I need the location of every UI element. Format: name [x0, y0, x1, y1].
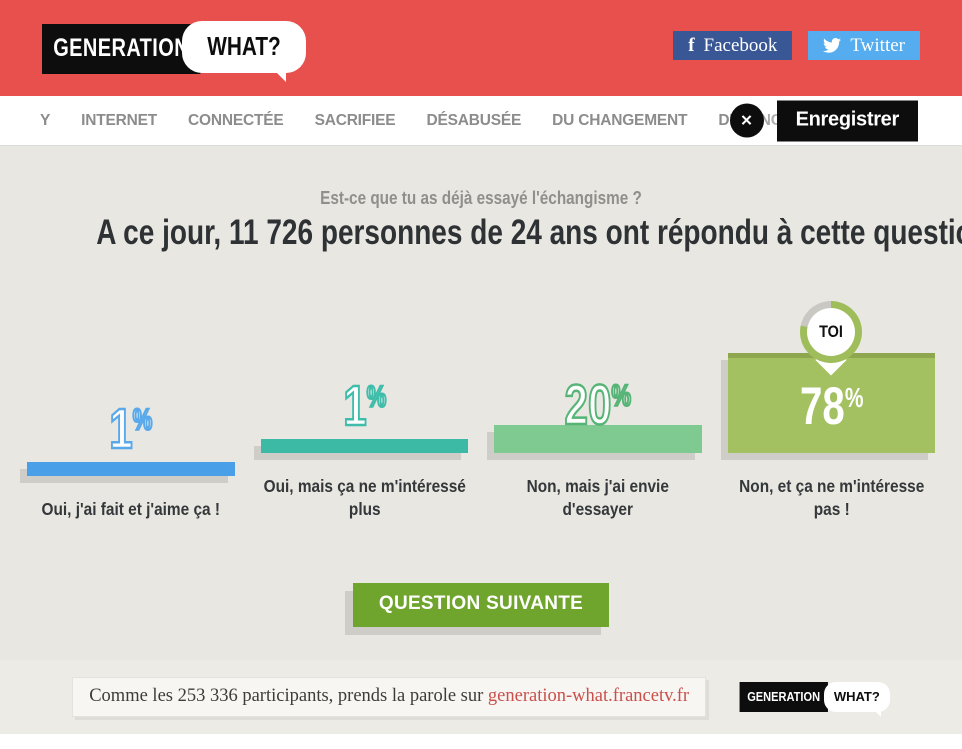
result-column-2: 1% Oui, mais ça ne m'intéressé plus — [260, 287, 468, 521]
next-question-button[interactable]: QUESTION SUIVANTE — [352, 582, 610, 627]
result-1-bar — [27, 461, 235, 476]
social-buttons: f Facebook Twitter — [673, 31, 920, 60]
logo-what-bubble: WHAT? — [182, 21, 306, 82]
results-section: Est-ce que tu as déjà essayé l'échangism… — [0, 146, 962, 660]
nav-item-du-changement[interactable]: DU CHANGEMENT — [552, 111, 688, 129]
footer-site-link[interactable]: generation-what.francetv.fr — [487, 686, 690, 706]
result-3-bar — [494, 425, 702, 453]
result-3-viz: 20% — [494, 287, 702, 453]
nav-item-internet[interactable]: INTERNET — [81, 111, 158, 129]
close-icon[interactable]: ✕ — [729, 103, 764, 138]
generation-nav-bar: Y INTERNET CONNECTÉE SACRIFIEE DÉSABUSÉE… — [0, 96, 962, 146]
result-2-bar — [260, 439, 468, 453]
footer-logo-what-text: WHAT? — [823, 682, 890, 717]
results-chart: 1% Oui, j'ai fait et j'aime ça ! 1% Oui,… — [0, 287, 962, 521]
footer-logo-generation-text: GENERATION — [739, 682, 828, 712]
question-subtitle: Est-ce que tu as déjà essayé l'échangism… — [320, 188, 642, 208]
header: GENERATION WHAT? f Facebook Twitter — [0, 0, 962, 96]
toi-marker-pin: TOI — [800, 301, 863, 387]
nav-item-sacrifiee[interactable]: SACRIFIEE — [314, 111, 396, 129]
result-2-viz: 1% — [260, 287, 468, 453]
result-3-label: Non, mais j'ai envie d'essayer — [526, 476, 669, 519]
result-column-1: 1% Oui, j'ai fait et j'aime ça ! — [27, 310, 235, 521]
logo-generation-text: GENERATION — [42, 24, 201, 74]
result-column-4: TOI 78% Non, et ça ne m'intéresse pas ! — [727, 287, 935, 521]
result-4-percent: 78% — [799, 377, 863, 436]
footer: Comme les 253 336 participants, prends l… — [0, 660, 962, 734]
toi-marker-label: TOI — [819, 322, 844, 341]
result-column-3: 20% Non, mais j'ai envie d'essayer — [494, 287, 702, 521]
result-4-viz: TOI 78% — [727, 287, 935, 453]
result-2-label: Oui, mais ça ne m'intéressé plus — [263, 476, 466, 519]
nav-item-connectee[interactable]: CONNECTÉE — [188, 111, 284, 129]
results-headline: A ce jour, 11 726 personnes de 24 ans on… — [96, 213, 962, 252]
result-2-percent: 1% — [342, 374, 387, 439]
twitter-label: Twitter — [850, 34, 905, 56]
nav-item-desabusee[interactable]: DÉSABUSÉE — [426, 111, 522, 129]
twitter-share-button[interactable]: Twitter — [808, 31, 920, 60]
result-4-bar: TOI 78% — [727, 301, 935, 453]
facebook-label: Facebook — [703, 34, 778, 56]
result-1-viz: 1% — [27, 310, 235, 476]
toi-pin-circle — [800, 301, 863, 363]
logo-what-text: WHAT? — [207, 31, 281, 61]
result-4-label: Non, et ça ne m'intéresse pas ! — [738, 476, 924, 519]
nav-item-y[interactable]: Y — [40, 111, 51, 129]
result-3-percent: 20% — [564, 373, 632, 438]
result-1-percent: 1% — [108, 397, 153, 462]
facebook-share-button[interactable]: f Facebook — [673, 31, 793, 60]
twitter-icon — [823, 38, 842, 53]
footer-generation-what-logo: GENERATION WHAT? — [724, 682, 890, 717]
facebook-icon: f — [688, 34, 695, 56]
nav-right-controls: ✕ Enregistrer — [729, 100, 918, 141]
result-1-label: Oui, j'ai fait et j'aime ça ! — [41, 498, 221, 519]
footer-message-box: Comme les 253 336 participants, prends l… — [72, 677, 707, 717]
save-button[interactable]: Enregistrer — [776, 100, 918, 141]
footer-message: Comme les 253 336 participants, prends l… — [89, 686, 488, 706]
